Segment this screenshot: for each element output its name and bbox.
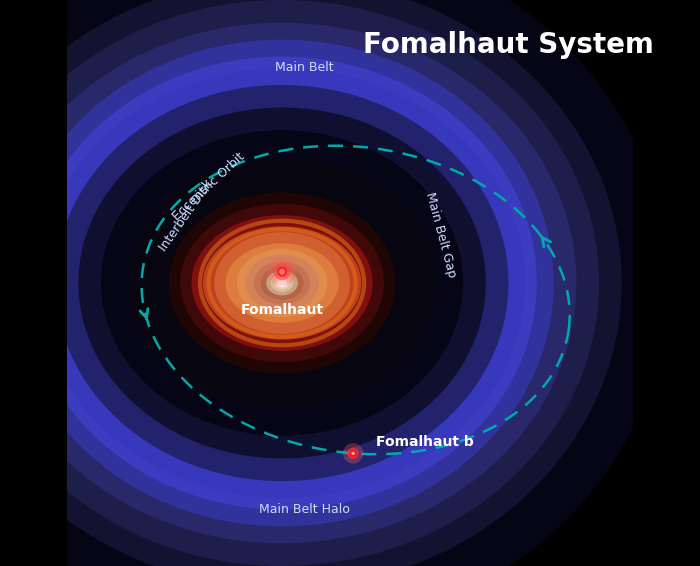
Ellipse shape bbox=[0, 0, 617, 566]
Ellipse shape bbox=[22, 62, 542, 504]
Ellipse shape bbox=[268, 258, 296, 286]
Ellipse shape bbox=[214, 232, 350, 334]
Ellipse shape bbox=[38, 68, 526, 498]
Ellipse shape bbox=[260, 266, 304, 300]
Ellipse shape bbox=[0, 23, 582, 543]
Ellipse shape bbox=[245, 255, 319, 311]
Ellipse shape bbox=[169, 192, 395, 374]
Ellipse shape bbox=[180, 204, 384, 362]
Text: Main Belt Halo: Main Belt Halo bbox=[259, 503, 350, 516]
Ellipse shape bbox=[347, 448, 359, 459]
Ellipse shape bbox=[0, 0, 622, 566]
Ellipse shape bbox=[50, 91, 514, 475]
Ellipse shape bbox=[0, 21, 589, 545]
Ellipse shape bbox=[0, 0, 622, 566]
Text: Fomalhaut: Fomalhaut bbox=[241, 303, 323, 317]
Ellipse shape bbox=[10, 40, 554, 526]
Ellipse shape bbox=[0, 40, 565, 526]
Ellipse shape bbox=[343, 443, 363, 464]
Ellipse shape bbox=[279, 269, 285, 275]
Text: Fomalhaut b: Fomalhaut b bbox=[376, 435, 473, 449]
Ellipse shape bbox=[0, 0, 615, 566]
Ellipse shape bbox=[277, 279, 287, 287]
Ellipse shape bbox=[254, 261, 310, 305]
Ellipse shape bbox=[0, 34, 570, 532]
Ellipse shape bbox=[78, 102, 486, 464]
Ellipse shape bbox=[0, 0, 605, 566]
Text: Interbelt Disk: Interbelt Disk bbox=[156, 177, 216, 253]
Ellipse shape bbox=[56, 85, 508, 481]
Ellipse shape bbox=[277, 267, 287, 277]
Ellipse shape bbox=[101, 125, 463, 441]
Ellipse shape bbox=[78, 108, 486, 458]
Ellipse shape bbox=[231, 243, 333, 323]
Ellipse shape bbox=[274, 277, 290, 289]
Ellipse shape bbox=[5, 45, 559, 521]
Text: Fomalhaut System: Fomalhaut System bbox=[363, 31, 654, 59]
Ellipse shape bbox=[0, 23, 576, 543]
Ellipse shape bbox=[0, 0, 633, 566]
Ellipse shape bbox=[237, 249, 328, 317]
Ellipse shape bbox=[0, 15, 596, 551]
Ellipse shape bbox=[203, 226, 361, 340]
Ellipse shape bbox=[78, 119, 486, 447]
Ellipse shape bbox=[0, 0, 620, 566]
Ellipse shape bbox=[27, 57, 537, 509]
Ellipse shape bbox=[10, 51, 554, 515]
Ellipse shape bbox=[0, 2, 609, 564]
Ellipse shape bbox=[0, 0, 619, 566]
Ellipse shape bbox=[0, 0, 662, 566]
Ellipse shape bbox=[0, 8, 602, 558]
Ellipse shape bbox=[274, 263, 290, 280]
Ellipse shape bbox=[350, 450, 356, 457]
Ellipse shape bbox=[0, 0, 667, 566]
Ellipse shape bbox=[220, 232, 344, 334]
Text: Main Belt Gap: Main Belt Gap bbox=[423, 191, 459, 279]
Ellipse shape bbox=[192, 215, 372, 351]
Ellipse shape bbox=[101, 130, 463, 436]
Ellipse shape bbox=[130, 158, 435, 408]
Ellipse shape bbox=[0, 28, 583, 538]
Ellipse shape bbox=[0, 34, 576, 532]
Ellipse shape bbox=[0, 0, 599, 566]
Ellipse shape bbox=[271, 274, 293, 292]
Text: Eccentric Orbit: Eccentric Orbit bbox=[170, 150, 247, 224]
Ellipse shape bbox=[56, 79, 508, 487]
Ellipse shape bbox=[0, 0, 622, 566]
Text: Main Belt: Main Belt bbox=[275, 62, 334, 74]
Ellipse shape bbox=[16, 57, 548, 509]
Ellipse shape bbox=[266, 271, 298, 295]
Ellipse shape bbox=[351, 452, 355, 455]
Ellipse shape bbox=[225, 243, 339, 323]
Ellipse shape bbox=[0, 40, 565, 526]
